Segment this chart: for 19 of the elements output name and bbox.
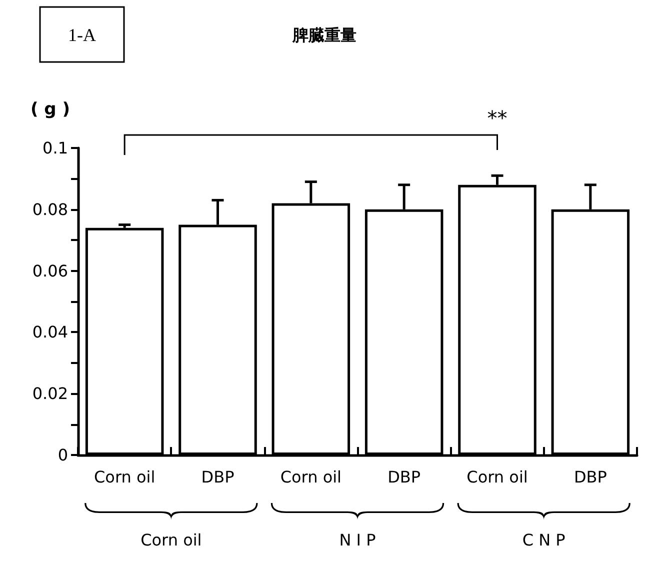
y-tick-label: 0.08 xyxy=(32,200,68,219)
x-tick-label: Corn oil xyxy=(94,468,156,486)
x-tick-label: DBP xyxy=(201,468,235,486)
y-tick-label: 0 xyxy=(58,446,68,464)
x-tick-label: Corn oil xyxy=(280,468,342,486)
y-tick-label: 0.04 xyxy=(32,322,68,342)
text: N I P xyxy=(339,530,376,550)
x-tick-label: DBP xyxy=(388,468,421,486)
x-tick-label: DBP xyxy=(574,468,608,486)
text: ** xyxy=(487,106,508,130)
text: C N P xyxy=(522,530,566,550)
y-tick-label: 0.06 xyxy=(32,261,68,280)
chart-title: 脾臓重量 xyxy=(292,26,356,44)
y-tick-label: 0.02 xyxy=(32,384,68,404)
x-tick-label: Corn oil xyxy=(466,468,528,486)
y-tick-label: 0.1 xyxy=(42,138,68,158)
text: Corn oil xyxy=(140,530,202,550)
text: 1-A xyxy=(68,25,96,45)
y-axis-title: ( g ) xyxy=(30,100,70,120)
